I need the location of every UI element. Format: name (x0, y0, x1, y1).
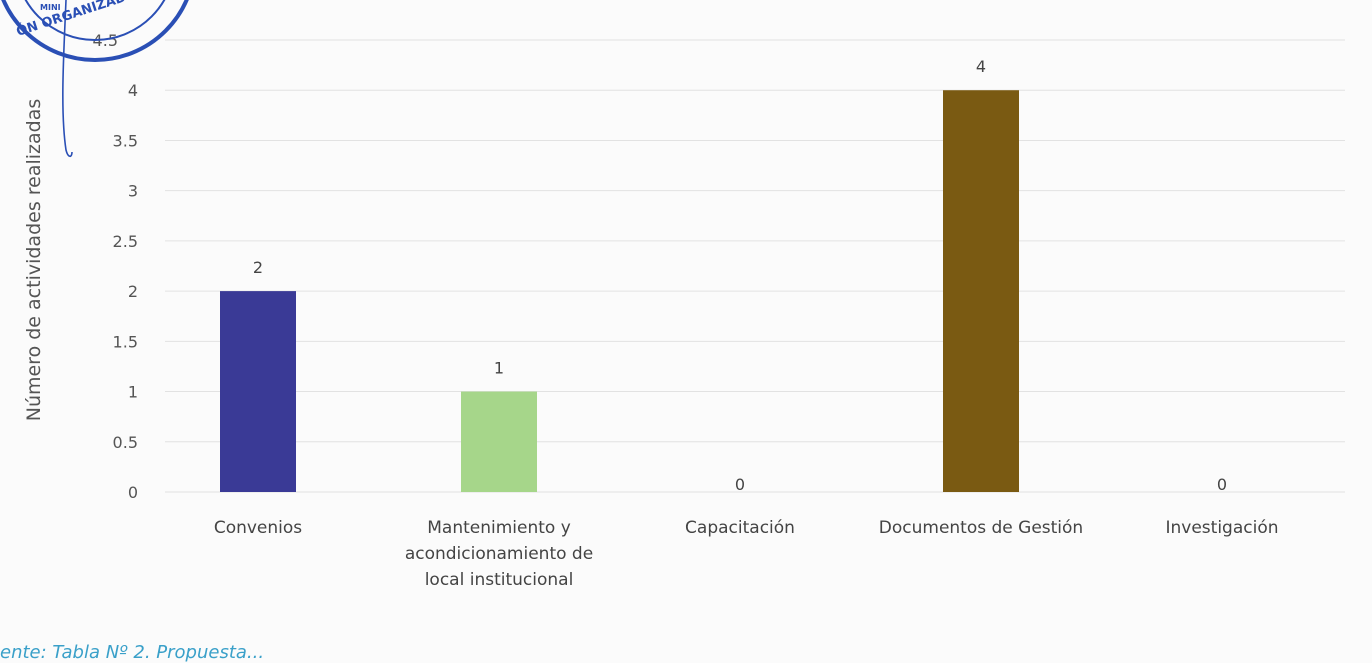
x-category-label: Mantenimiento y (427, 518, 571, 538)
y-axis-ticks: 0 0.5 1 1.5 2 2.5 3 3.5 4 4.5 (93, 31, 138, 502)
data-labels: 2 1 0 4 0 (253, 57, 1227, 494)
x-category-label: Convenios (214, 518, 302, 538)
data-label: 1 (494, 359, 504, 378)
y-tick-label: 0.5 (113, 433, 138, 452)
y-tick-label: 3 (128, 182, 138, 201)
data-label: 0 (735, 475, 745, 494)
gridlines (165, 39, 1345, 493)
x-category-label: Capacitación (685, 518, 795, 538)
y-tick-label: 4 (128, 81, 138, 100)
stamp-small-text: MINI (40, 3, 61, 12)
data-label: 4 (976, 57, 986, 76)
y-tick-label: 3.5 (113, 131, 138, 150)
x-axis-categories: Convenios Mantenimiento y acondicionamient… (214, 518, 1279, 590)
bars (220, 90, 1019, 492)
y-tick-label: 4.5 (93, 31, 118, 50)
stamp-text: ÓN ORGANIZADO (14, 0, 138, 40)
data-label: 0 (1217, 475, 1227, 494)
data-label: 2 (253, 258, 263, 277)
y-tick-label: 0 (128, 483, 138, 502)
y-tick-label: 2 (128, 282, 138, 301)
footer-source: ente: Tabla Nº 2. Propuesta... (0, 642, 264, 663)
x-category-label: local institucional (425, 570, 574, 590)
x-category-label: acondicionamiento de (405, 544, 593, 564)
y-axis-label: Número de actividades realizadas (23, 99, 45, 422)
x-category-label: Investigación (1165, 518, 1278, 538)
y-tick-label: 2.5 (113, 232, 138, 251)
bar (943, 90, 1019, 492)
x-category-label: Documentos de Gestión (879, 518, 1083, 538)
bar (220, 291, 296, 492)
bar (461, 391, 537, 492)
y-tick-label: 1 (128, 383, 138, 402)
y-tick-label: 1.5 (113, 332, 138, 351)
